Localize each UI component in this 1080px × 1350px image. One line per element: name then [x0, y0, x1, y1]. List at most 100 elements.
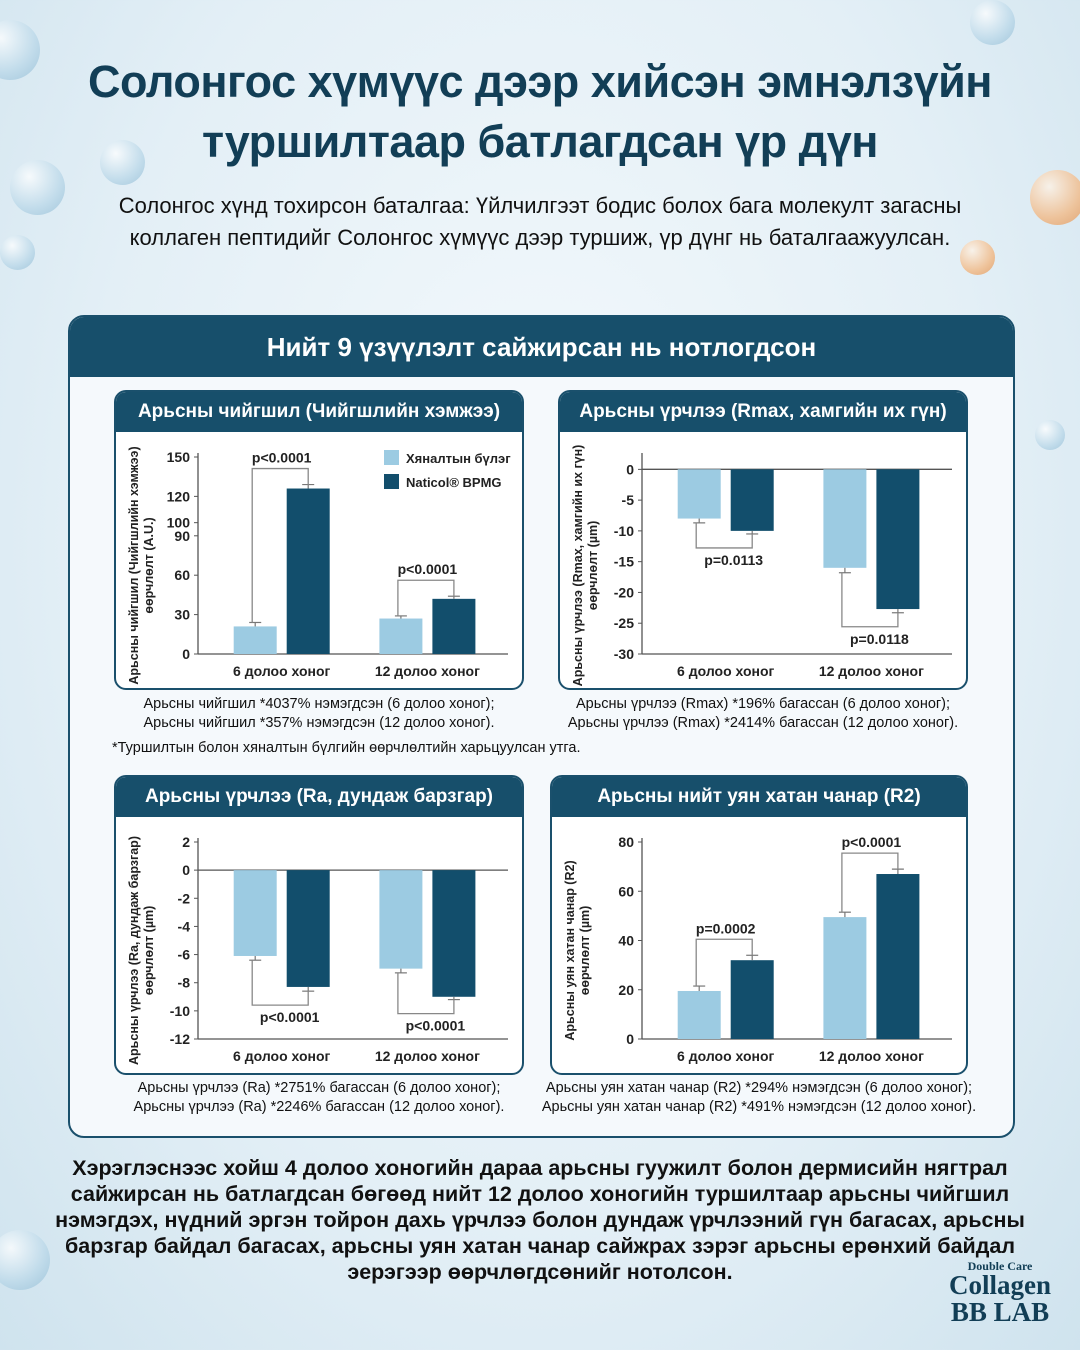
y-axis-label: Арьсны уян хатан чанар (R2)өөрчлөлт (µm) — [563, 860, 592, 1040]
bar — [379, 870, 423, 969]
bar — [876, 874, 920, 1039]
y-tick-label: 0 — [626, 1031, 634, 1047]
bar — [233, 626, 277, 654]
y-axis-label: Арьсны үрчлээ (Ra, дундаж барзгар)өөрчлө… — [127, 836, 156, 1065]
molecule-decoration — [1035, 420, 1065, 450]
caption-line: Арьсны уян хатан чанар (R2) *491% нэмэгд… — [541, 1099, 977, 1115]
brand-logo: Double Care Collagen BB LAB — [940, 1260, 1060, 1326]
p-value-label: p<0.0001 — [260, 1009, 320, 1025]
bar — [286, 488, 330, 654]
y-tick-label: 40 — [618, 933, 634, 949]
significance-bracket — [397, 972, 455, 1015]
bar — [677, 469, 721, 519]
molecule-decoration — [0, 1230, 50, 1290]
molecule-decoration — [100, 140, 145, 185]
y-tick-label: 60 — [618, 883, 634, 899]
chart-title: Арьсны үрчлээ (Ra, дундаж барзгар) — [116, 777, 522, 817]
panel-title: Нийт 9 үзүүлэлт сайжирсан нь нотлогдсон — [70, 317, 1013, 377]
legend-label: Naticol® BPMG — [406, 475, 502, 490]
subtitle: Солонгос хүнд тохирсон баталгаа: Үйлчилг… — [118, 193, 962, 250]
chart-card-ra: Арьсны үрчлээ (Ra, дундаж барзгар) Арьсн… — [114, 775, 524, 1075]
y-axis-label-line: Арьсны үрчлээ (Rmax, хамгийн их гүн) — [571, 445, 585, 687]
y-tick-label: 0 — [182, 862, 190, 878]
logo-line: Collagen — [948, 1270, 1051, 1300]
y-axis-label-line: өөрчлөлт (µm) — [142, 906, 156, 996]
chart-caption: Арьсны үрчлээ (Ra) *2751% багассан (6 до… — [89, 1079, 549, 1117]
molecule-decoration — [960, 240, 995, 275]
p-value-label: p<0.0001 — [406, 1018, 466, 1034]
caption-line: Арьсны үрчлээ (Ra) *2751% багассан (6 до… — [137, 1080, 501, 1096]
x-tick-label: 6 долоо хоног — [677, 663, 774, 679]
y-tick-label: 90 — [174, 528, 190, 544]
y-tick-label: 30 — [174, 607, 190, 623]
y-tick-label: -20 — [614, 584, 634, 600]
x-tick-label: 6 долоо хоног — [677, 1048, 774, 1064]
y-axis-label-line: өөрчлөлт (µm) — [578, 906, 592, 996]
footnote: *Туршилтын болон хяналтын бүлгийн өөрчлө… — [112, 740, 581, 756]
bar — [823, 469, 867, 568]
bar — [876, 469, 920, 610]
x-tick-label: 12 долоо хоног — [819, 663, 924, 679]
logo-line: Double Care — [967, 1259, 1033, 1273]
x-tick-label: 6 долоо хоног — [233, 663, 330, 679]
bar — [730, 469, 774, 531]
caption-line: Арьсны чийгшил *4037% нэмэгдсэн (6 долоо… — [143, 696, 495, 712]
chart-card-r2: Арьсны нийт уян хатан чанар (R2) Арьсны … — [550, 775, 968, 1075]
chart-card-rmax: Арьсны үрчлээ (Rmax, хамгийн их гүн) Арь… — [558, 390, 968, 690]
bar — [286, 870, 330, 987]
chart-title: Арьсны үрчлээ (Rmax, хамгийн их гүн) — [560, 392, 966, 432]
legend-swatch — [384, 474, 399, 489]
significance-bracket — [695, 938, 753, 987]
y-tick-label: 80 — [618, 834, 634, 850]
significance-bracket — [841, 572, 899, 628]
chart-svg: Арьсны чийгшил (Чийгшлийн хэмжээ)өөрчлөл… — [127, 446, 511, 684]
y-tick-label: -4 — [178, 918, 191, 934]
y-tick-label: 2 — [182, 834, 190, 850]
x-tick-label: 6 долоо хоног — [233, 1048, 330, 1064]
y-tick-label: -10 — [170, 1003, 190, 1019]
y-tick-label: -30 — [614, 646, 634, 662]
p-value-label: p<0.0001 — [842, 834, 902, 850]
y-tick-label: 150 — [167, 449, 191, 465]
caption-line: Арьсны чийгшил *357% нэмэгдсэн (12 долоо… — [143, 715, 495, 731]
significance-bracket — [841, 852, 899, 913]
molecule-decoration — [970, 0, 1015, 45]
caption-line: Арьсны үрчлээ (Rmax) *196% багассан (6 д… — [575, 696, 951, 712]
y-tick-label: -5 — [622, 492, 635, 508]
bar — [432, 598, 476, 654]
p-value-label: p=0.0002 — [696, 920, 756, 936]
caption-line: Арьсны уян хатан чанар (R2) *294% нэмэгд… — [545, 1080, 973, 1096]
y-tick-label: -12 — [170, 1031, 190, 1047]
y-axis-label-line: Арьсны чийгшил (Чийгшлийн хэмжээ) — [127, 446, 141, 684]
bar — [823, 917, 867, 1039]
y-tick-label: -6 — [178, 947, 191, 963]
chart-svg: Арьсны үрчлээ (Ra, дундаж барзгар)өөрчлө… — [127, 834, 508, 1065]
y-axis-label-line: Арьсны уян хатан чанар (R2) — [563, 860, 577, 1040]
logo-line: BB LAB — [950, 1297, 1050, 1327]
significance-bracket — [695, 522, 753, 549]
y-axis-label-line: өөрчлөлт (µm) — [586, 521, 600, 611]
y-tick-label: -2 — [178, 890, 191, 906]
chart-card-hydration: Арьсны чийгшил (Чийгшлийн хэмжээ) Арьсны… — [114, 390, 524, 690]
y-tick-label: -15 — [614, 554, 634, 570]
y-tick-label: -25 — [614, 615, 634, 631]
chart-svg: Арьсны уян хатан чанар (R2)өөрчлөлт (µm)… — [563, 834, 952, 1064]
y-tick-label: -10 — [614, 523, 634, 539]
p-value-label: p=0.0118 — [850, 631, 909, 647]
p-value-label: p<0.0001 — [398, 561, 458, 577]
molecule-decoration — [1030, 170, 1080, 225]
chart-title: Арьсны чийгшил (Чийгшлийн хэмжээ) — [116, 392, 522, 432]
p-value-label: p<0.0001 — [252, 450, 312, 466]
y-tick-label: 0 — [626, 461, 634, 477]
molecule-decoration — [0, 235, 35, 270]
p-value-label: p=0.0113 — [704, 552, 763, 568]
y-tick-label: 0 — [182, 646, 190, 662]
y-axis-label: Арьсны чийгшил (Чийгшлийн хэмжээ)өөрчлөл… — [127, 446, 156, 684]
caption-line: Арьсны үрчлээ (Rmax) *2414% багассан (12… — [567, 715, 959, 731]
y-axis-label-line: Арьсны үрчлээ (Ra, дундаж барзгар) — [127, 836, 141, 1065]
caption-line: Арьсны үрчлээ (Ra) *2246% багассан (12 д… — [133, 1099, 505, 1115]
y-tick-label: 120 — [167, 488, 191, 504]
x-tick-label: 12 долоо хоног — [819, 1048, 924, 1064]
legend-label: Хяналтын бүлэг — [406, 451, 511, 466]
bar — [677, 990, 721, 1039]
